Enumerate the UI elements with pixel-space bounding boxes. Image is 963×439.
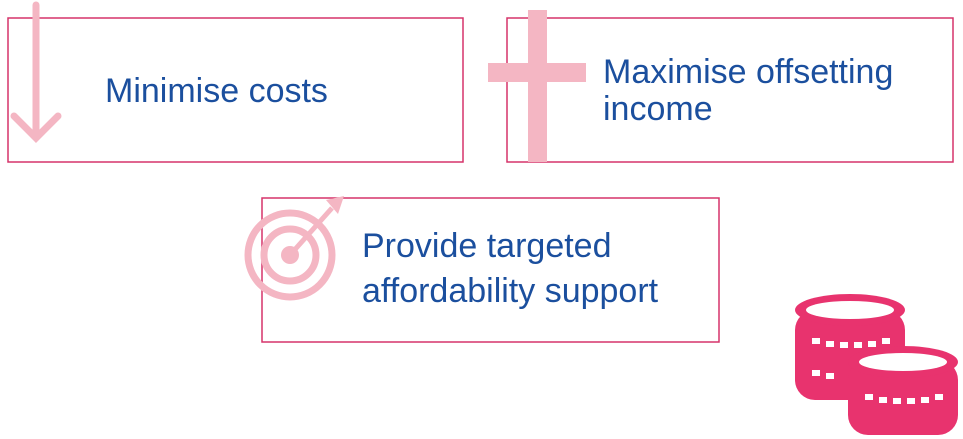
box-label: income [603,90,713,128]
box [7,17,464,163]
box-label: affordability support [362,272,659,310]
plus-icon [488,10,586,162]
box-label: Provide targeted [362,227,612,265]
target-icon [244,196,344,301]
box [506,17,954,163]
coins-icon [795,294,958,435]
box [261,197,720,343]
box-label: Minimise costs [105,72,328,110]
box-label: Maximise offsetting [603,53,893,91]
down-arrow-icon [10,1,62,143]
